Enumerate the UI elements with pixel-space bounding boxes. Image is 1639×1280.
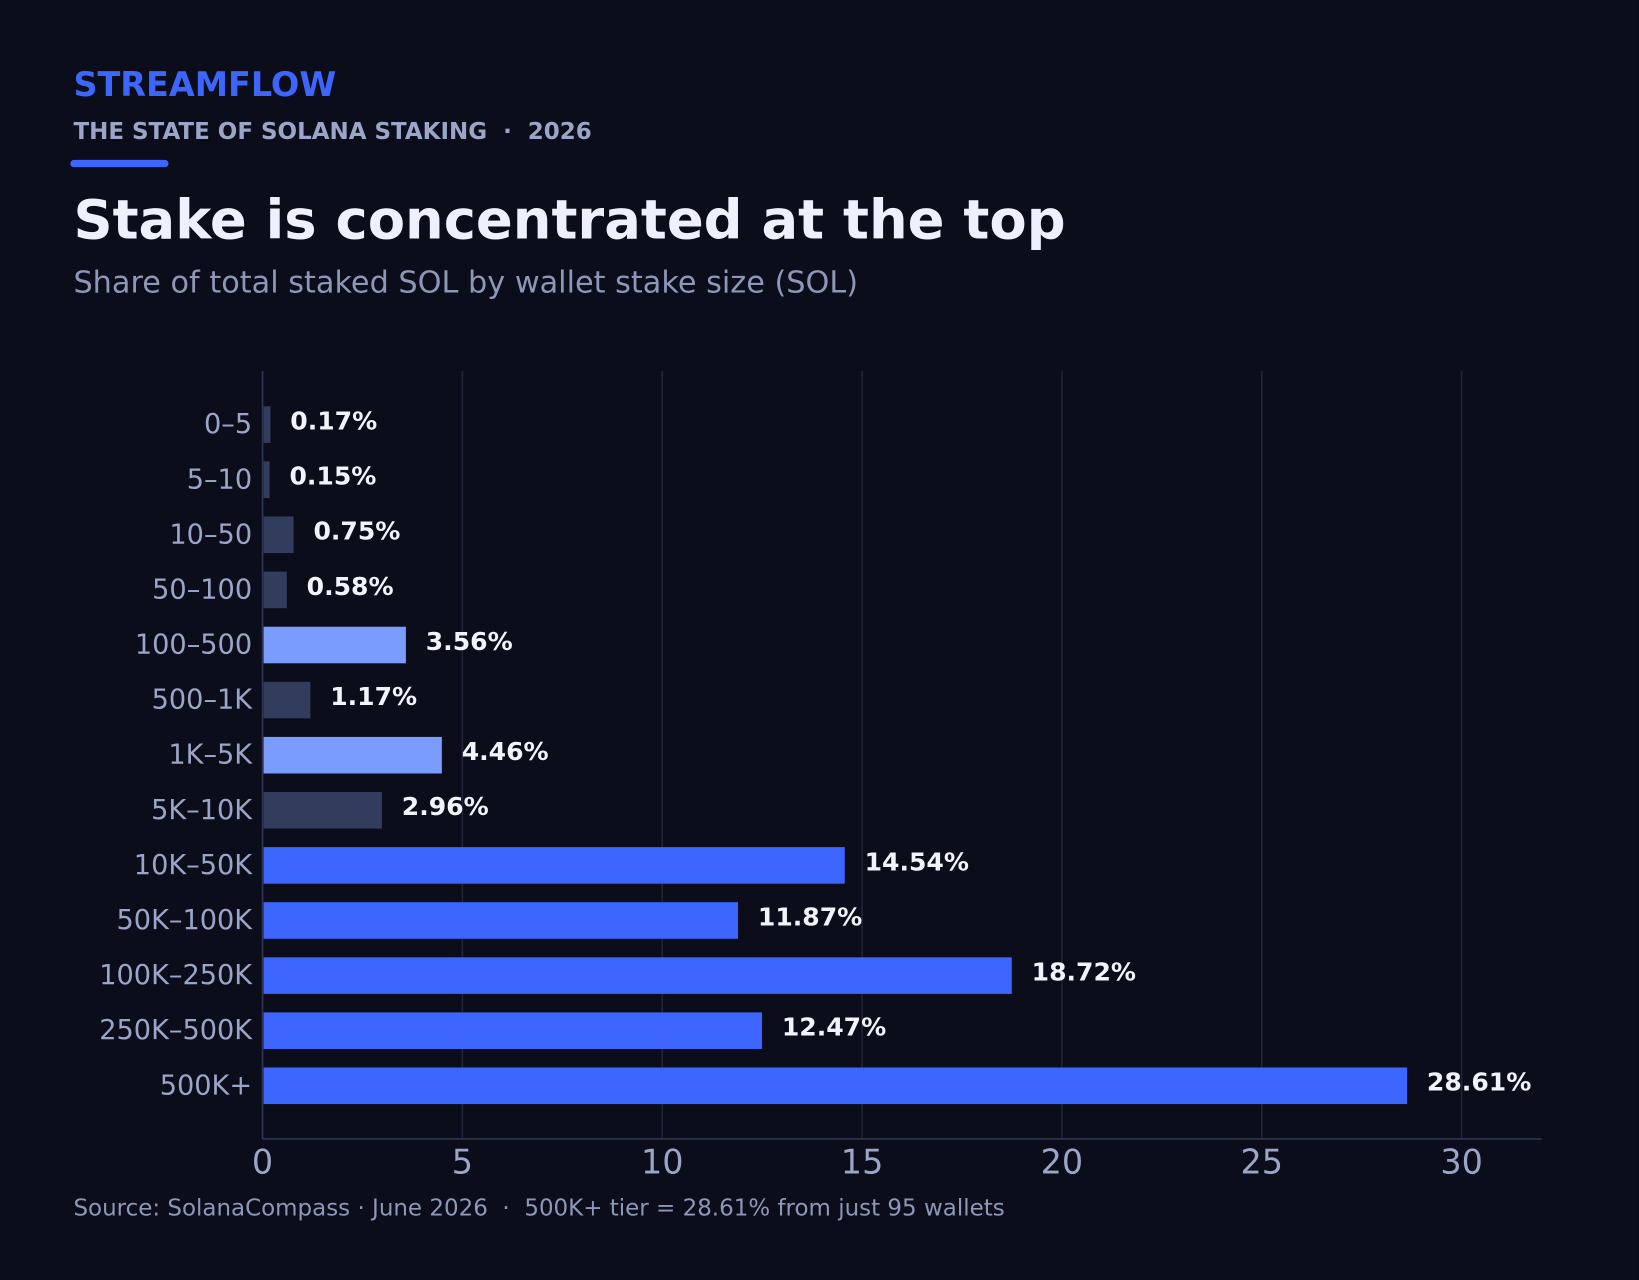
bar [263,957,1012,994]
x-tick-label: 20 [1041,1143,1084,1182]
y-tick-label: 500K+ [160,1070,252,1101]
bar [263,1067,1408,1105]
value-label: 11.87% [758,902,862,931]
y-tick-label: 50K–100K [117,905,254,936]
bar [263,406,271,443]
y-tick-label: 10–50 [169,519,252,550]
y-tick-label: 0–5 [204,409,252,440]
bar [263,1012,763,1049]
x-tick-label: 25 [1240,1143,1283,1182]
y-tick-label: 10K–50K [134,850,253,881]
chart-subtitle: Share of total staked SOL by wallet stak… [73,266,858,301]
y-tick-label: 5–10 [187,464,252,495]
brand: STREAMFLOW [73,65,336,104]
x-tick-label: 0 [252,1143,273,1182]
value-label: 1.17% [330,682,417,711]
bar [263,736,442,774]
value-label: 0.15% [289,462,376,491]
y-tick-label: 100–500 [135,630,252,661]
value-label: 28.61% [1427,1068,1531,1097]
accent-bar [70,159,169,168]
value-label: 2.96% [402,792,489,821]
chart-title: Stake is concentrated at the top [73,189,1065,252]
bar [263,902,739,939]
y-tick-label: 5K–10K [151,795,253,826]
value-label: 0.75% [313,517,400,546]
value-label: 14.54% [865,847,969,876]
value-label: 0.58% [307,572,394,601]
bar [263,792,382,829]
value-label: 12.47% [782,1013,886,1042]
bar [263,847,845,884]
bar [263,571,287,609]
y-tick-label: 250K–500K [99,1015,253,1046]
value-label: 0.17% [290,407,377,436]
value-label: 3.56% [426,627,513,656]
x-tick-label: 15 [841,1143,884,1182]
y-tick-label: 1K–5K [168,740,253,771]
y-tick-label: 50–100 [152,574,252,605]
y-tick-label: 100K–250K [99,960,253,991]
y-tick-label: 500–1K [152,685,254,716]
value-label: 18.72% [1032,958,1136,987]
source-note: Source: SolanaCompass · June 2026 · 500K… [73,1195,1004,1221]
bar [263,681,311,719]
bar [263,461,270,498]
bar [263,626,406,664]
kicker: THE STATE OF SOLANA STAKING · 2026 [73,119,591,145]
x-tick-label: 10 [641,1143,684,1182]
value-label: 4.46% [462,737,549,766]
x-tick-label: 30 [1440,1143,1483,1182]
bar [263,516,294,554]
x-tick-label: 5 [452,1143,473,1182]
